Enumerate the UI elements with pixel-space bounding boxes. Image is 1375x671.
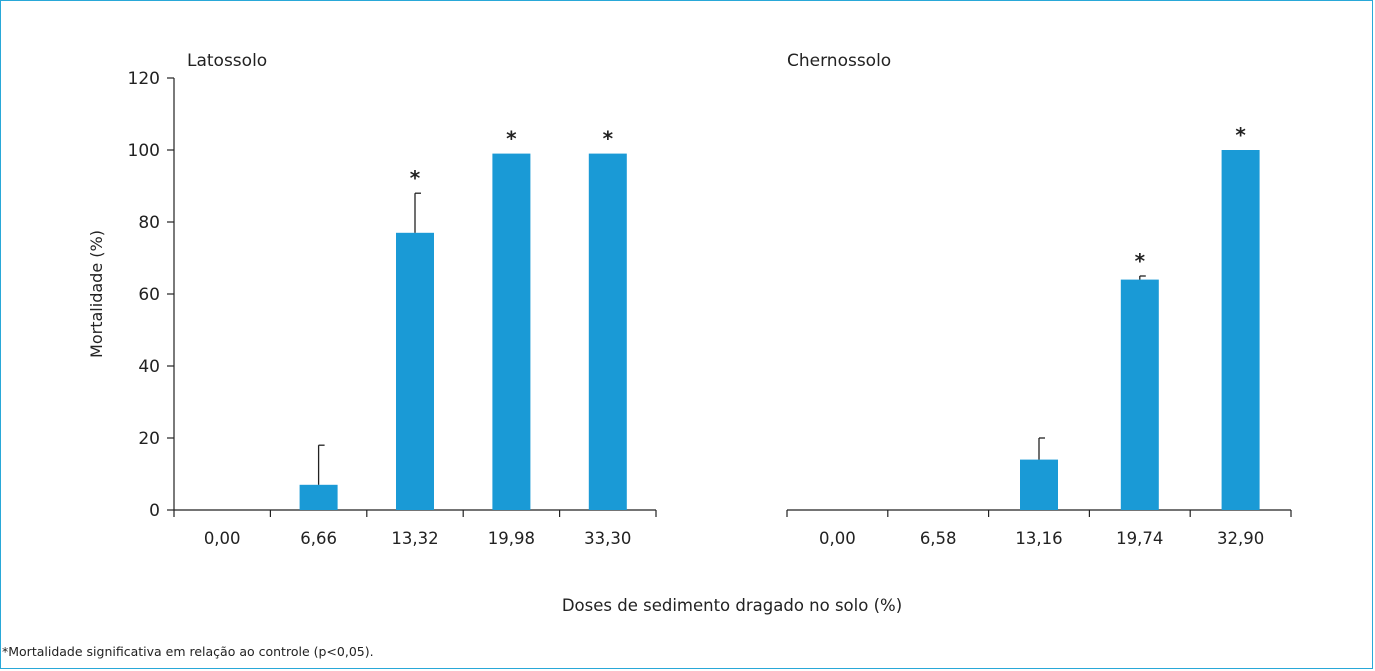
x-axis-label: Doses de sedimento dragado no solo (%)	[562, 596, 902, 615]
x-tick-label: 0,00	[819, 529, 856, 548]
significance-marker: *	[1235, 123, 1246, 147]
x-tick-label: 6,66	[300, 529, 337, 548]
bar	[1221, 150, 1260, 510]
x-tick-label: 19,98	[488, 529, 535, 548]
x-tick-label: 33,30	[584, 529, 631, 548]
panel-latossolo: Latossolo Mortalidade (%) 0 20 40 60 80 100 12…	[87, 51, 657, 548]
significance-marker: *	[506, 127, 517, 151]
x-tick-label: 13,16	[1015, 529, 1062, 548]
y-tick-label: 20	[138, 429, 160, 449]
panel-chernossolo: Chernossolo 0,00 6,58 13,16 * 19,74 * 32,90	[786, 51, 1292, 548]
panel-title-chernossolo: Chernossolo	[787, 51, 891, 71]
bar	[492, 153, 531, 510]
y-tick-label: 0	[149, 501, 160, 521]
y-tick-label: 100	[128, 141, 160, 161]
significance-marker: *	[1135, 249, 1146, 273]
significance-footnote: *Mortalidade significativa em relação ao…	[2, 644, 374, 659]
y-tick-label: 40	[138, 357, 160, 377]
y-axis-label: Mortalidade (%)	[87, 230, 106, 358]
y-tick-label: 120	[128, 69, 160, 89]
bar	[1020, 459, 1058, 510]
significance-marker: *	[603, 127, 614, 151]
y-tick-label: 80	[138, 213, 160, 233]
significance-marker: *	[410, 166, 421, 190]
bar	[588, 153, 627, 510]
bar	[1120, 279, 1159, 510]
y-tick-label: 60	[138, 285, 160, 305]
panel-title-latossolo: Latossolo	[187, 51, 267, 71]
bar	[299, 484, 338, 510]
x-tick-label: 13,32	[391, 529, 438, 548]
x-tick-label: 32,90	[1217, 529, 1264, 548]
x-tick-label: 19,74	[1116, 529, 1163, 548]
x-tick-label: 6,58	[920, 529, 957, 548]
x-tick-label: 0,00	[204, 529, 241, 548]
bar	[396, 232, 434, 511]
